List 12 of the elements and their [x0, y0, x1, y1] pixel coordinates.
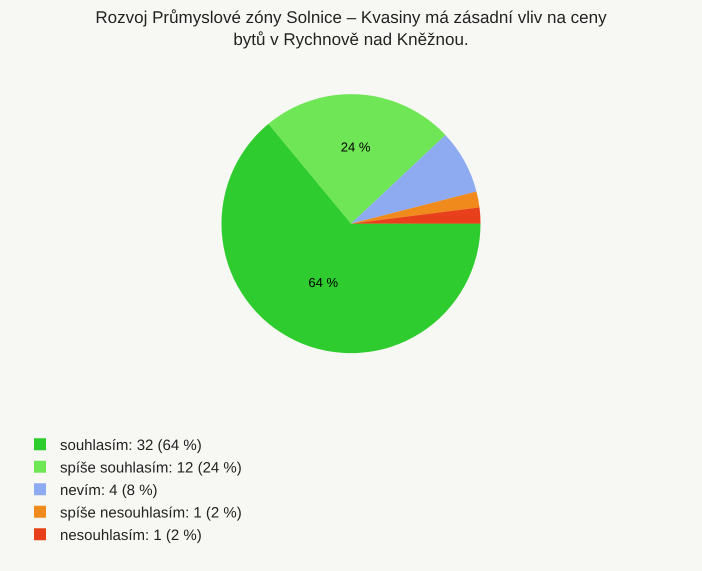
pie-slice: [351, 207, 481, 224]
pie-slice: [351, 191, 480, 224]
legend-label: spíše souhlasím: 12 (24 %): [60, 460, 242, 477]
legend-label: spíše nesouhlasím: 1 (2 %): [60, 504, 242, 522]
pie-slice: [222, 124, 481, 354]
legend-label: souhlasím: 32 (64 %): [60, 437, 202, 454]
chart-title: Rozvoj Průmyslové zóny Solnice – Kvasiny má zásadní vliv na ceny bytů v Rychnově nad Kněžnou.: [95, 8, 608, 49]
legend-label: nevím: 4 (8 %): [60, 482, 158, 500]
data-label: 24 %: [340, 139, 371, 154]
legend-label: nesouhlasím: 1 (2 %): [60, 527, 202, 544]
data-label: 64 %: [308, 274, 338, 290]
pie-slice: [268, 94, 446, 224]
